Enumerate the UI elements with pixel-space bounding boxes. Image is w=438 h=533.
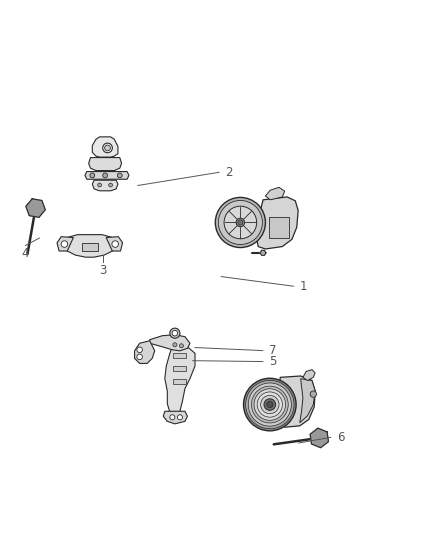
Circle shape — [257, 392, 283, 417]
Circle shape — [261, 395, 279, 414]
Polygon shape — [92, 137, 118, 157]
Polygon shape — [303, 370, 315, 381]
Bar — [173, 353, 186, 358]
Polygon shape — [300, 379, 315, 423]
Polygon shape — [265, 187, 285, 200]
Polygon shape — [134, 341, 155, 364]
Bar — [173, 366, 186, 371]
Circle shape — [90, 173, 95, 178]
Circle shape — [172, 330, 178, 336]
Circle shape — [254, 389, 286, 421]
Circle shape — [102, 143, 112, 153]
Polygon shape — [256, 197, 298, 249]
Circle shape — [61, 241, 68, 247]
Polygon shape — [277, 376, 315, 427]
Circle shape — [215, 197, 265, 247]
Circle shape — [137, 347, 142, 352]
Circle shape — [244, 378, 296, 431]
Text: 7: 7 — [269, 344, 277, 357]
Polygon shape — [165, 347, 195, 415]
Text: 2: 2 — [226, 166, 233, 179]
Circle shape — [177, 415, 182, 420]
Circle shape — [98, 183, 102, 187]
Circle shape — [170, 328, 180, 338]
Circle shape — [173, 343, 177, 347]
Circle shape — [238, 220, 243, 225]
Text: 3: 3 — [99, 263, 106, 277]
Text: 5: 5 — [269, 355, 277, 368]
Polygon shape — [88, 158, 122, 171]
Circle shape — [248, 383, 291, 426]
Circle shape — [180, 344, 184, 348]
Circle shape — [102, 173, 107, 178]
Text: 6: 6 — [337, 431, 345, 444]
Circle shape — [236, 218, 245, 227]
Circle shape — [109, 183, 113, 187]
Circle shape — [137, 354, 142, 360]
Bar — [173, 378, 186, 384]
Circle shape — [224, 206, 257, 239]
Polygon shape — [310, 428, 328, 448]
Circle shape — [267, 401, 273, 408]
Bar — [269, 217, 289, 238]
Circle shape — [264, 399, 276, 410]
Polygon shape — [85, 172, 129, 179]
Circle shape — [310, 391, 317, 397]
Circle shape — [246, 381, 294, 429]
Polygon shape — [92, 180, 118, 191]
Circle shape — [105, 145, 110, 151]
Circle shape — [170, 415, 175, 420]
Circle shape — [117, 173, 122, 178]
Polygon shape — [260, 251, 266, 255]
Text: 4: 4 — [21, 247, 29, 260]
Circle shape — [218, 200, 262, 245]
Text: 1: 1 — [300, 280, 307, 293]
Polygon shape — [57, 237, 74, 251]
Circle shape — [251, 386, 288, 423]
Bar — [81, 243, 98, 251]
Polygon shape — [163, 411, 187, 424]
Polygon shape — [150, 335, 190, 351]
Polygon shape — [26, 199, 45, 217]
Polygon shape — [106, 237, 123, 251]
Polygon shape — [65, 235, 114, 257]
Circle shape — [112, 241, 118, 247]
